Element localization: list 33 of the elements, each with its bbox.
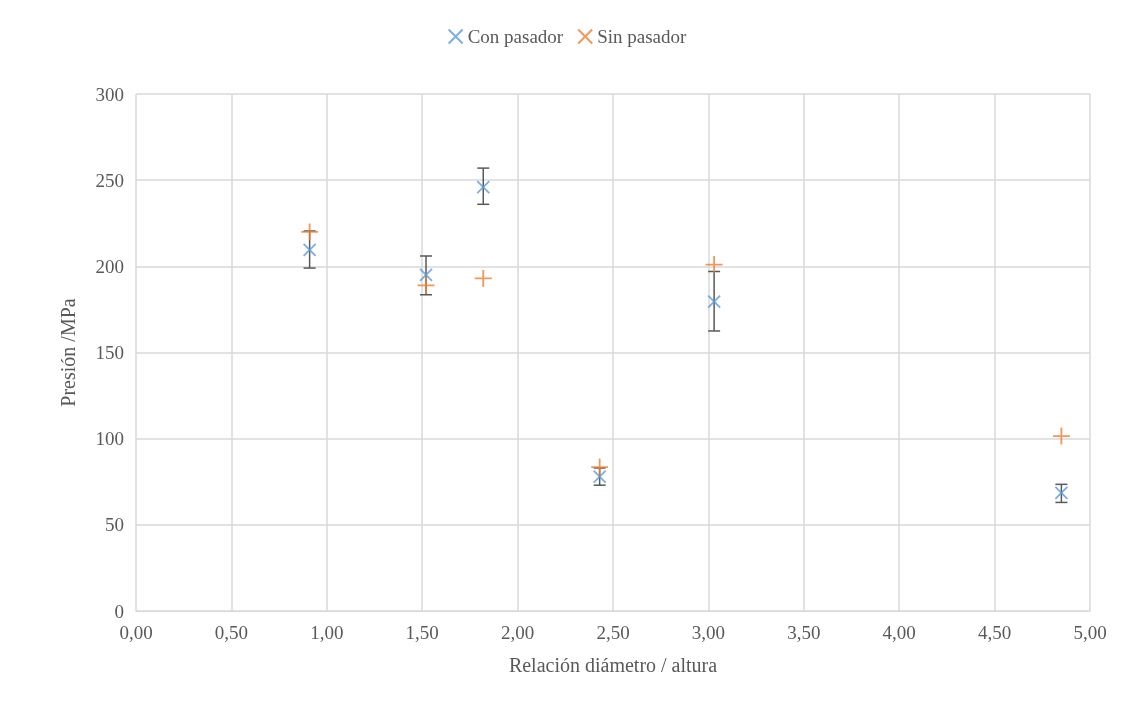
point bbox=[300, 222, 320, 242]
x-tick-label: 1,50 bbox=[405, 622, 439, 643]
y-tick-label: 250 bbox=[95, 169, 124, 191]
x-tick-label: 4,50 bbox=[977, 622, 1012, 643]
y-tick-label: 200 bbox=[95, 255, 124, 277]
y-tick-label: 300 bbox=[95, 83, 124, 105]
point bbox=[473, 269, 493, 288]
y-tick-label: 50 bbox=[105, 514, 124, 536]
y-tick-label: 150 bbox=[95, 342, 124, 363]
y-axis-title: Presión /MPa bbox=[57, 298, 79, 407]
point bbox=[302, 243, 317, 257]
x-tick-label: 0,50 bbox=[214, 622, 249, 643]
x-tick-label: 3,50 bbox=[787, 622, 821, 643]
legend-label: Con pasador bbox=[467, 26, 564, 47]
point bbox=[1051, 426, 1071, 446]
x-tick-label: 2,50 bbox=[596, 622, 630, 643]
legend-label: Sin pasador bbox=[597, 26, 688, 47]
point bbox=[1054, 486, 1069, 500]
x-axis-title: Relación diámetro / altura bbox=[508, 654, 718, 676]
point bbox=[416, 275, 436, 295]
point bbox=[419, 268, 433, 282]
x-tick-label: 4,00 bbox=[882, 622, 916, 643]
point bbox=[476, 180, 491, 194]
x-tick-label: 5,00 bbox=[1073, 622, 1107, 643]
x-tick-label: 1,00 bbox=[310, 622, 344, 643]
y-tick-label: 0 bbox=[114, 600, 124, 622]
x-tick-label: 2,00 bbox=[500, 622, 535, 643]
x-tick-label: 0,00 bbox=[119, 622, 153, 643]
x-tick-label: 3,00 bbox=[691, 622, 726, 643]
point bbox=[704, 255, 724, 274]
point bbox=[590, 457, 610, 477]
point bbox=[707, 294, 722, 309]
y-tick-label: 100 bbox=[95, 428, 124, 450]
